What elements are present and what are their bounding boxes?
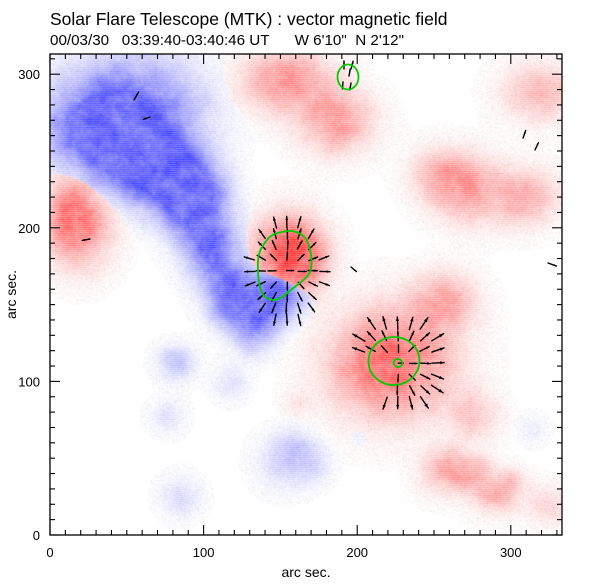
svg-text:0: 0 <box>46 545 53 560</box>
svg-text:200: 200 <box>18 221 40 236</box>
svg-text:300: 300 <box>18 67 40 82</box>
svg-text:100: 100 <box>193 545 215 560</box>
svg-text:0: 0 <box>33 528 40 543</box>
svg-text:arc sec.: arc sec. <box>281 564 330 580</box>
svg-text:100: 100 <box>18 374 40 389</box>
svg-text:200: 200 <box>346 545 368 560</box>
svg-text:300: 300 <box>500 545 522 560</box>
svg-text:arc sec.: arc sec. <box>3 270 19 319</box>
